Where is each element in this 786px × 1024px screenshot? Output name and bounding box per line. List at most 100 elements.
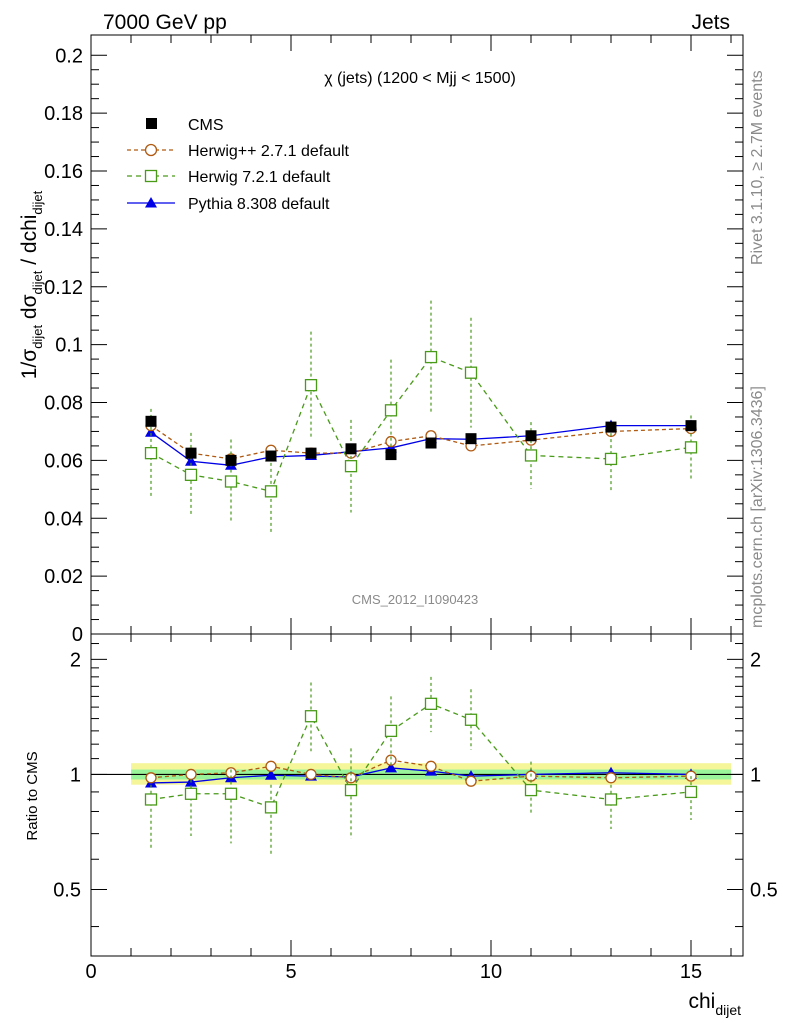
point-herwig-7-2-1-default — [604, 452, 618, 466]
ylabel-sub-1: dijet — [30, 325, 45, 349]
ratio-ytick-label: 0.5 — [53, 880, 81, 902]
ratio-line-pythia-8-308-default — [150, 767, 692, 784]
ratio-point-herwig-2-7-1-default — [185, 768, 197, 781]
ratio-point-herwig-7-2-1-default — [264, 801, 278, 814]
series-herwig-7-2-1-default — [144, 300, 698, 532]
point-pythia-8-308-default — [145, 426, 157, 437]
main-panel: 00.020.040.060.080.10.120.140.160.180.2 … — [18, 34, 744, 646]
ratio-xtick-label: 10 — [480, 961, 502, 983]
point-cms — [525, 430, 537, 442]
point-pythia-8-308-default — [185, 455, 197, 466]
ratio-point-herwig-2-7-1-default — [425, 760, 437, 772]
ratio-xtick-label: 5 — [285, 961, 296, 983]
ylabel-sub-3: dijet — [30, 190, 45, 214]
ratio-point-pythia-8-308-default — [265, 769, 277, 780]
ratio-point-herwig-2-7-1-default — [385, 754, 397, 766]
ylabel-part-1: 1/σ — [18, 349, 41, 380]
point-herwig-7-2-1-default — [464, 366, 478, 379]
main-ytick-label: 0.1 — [55, 335, 83, 357]
ratio-point-herwig-7-2-1-default — [184, 787, 198, 800]
ratio-point-herwig-7-2-1-default — [224, 787, 238, 800]
ratio-point-herwig-7-2-1-default — [344, 783, 358, 797]
ratio-xtick-label: 15 — [680, 961, 702, 983]
ylabel-part-3: / dchi — [18, 215, 41, 271]
point-herwig-7-2-1-default — [184, 468, 198, 481]
main-ytick-label: 0.12 — [44, 277, 83, 299]
ylabel-part-2: dσ — [18, 294, 41, 325]
legend-entry-herwigpp: Herwig++ 2.7.1 default — [127, 143, 350, 160]
ratio-line-herwig-2-7-1-default — [150, 759, 692, 782]
legend-marker-herwig7 — [144, 169, 158, 183]
main-ytick-label: 0.02 — [44, 566, 83, 588]
ylabel-sub-2: dijet — [30, 270, 45, 294]
ratio-point-herwig-2-7-1-default — [605, 772, 617, 784]
ratio-point-herwig-7-2-1-default — [424, 697, 438, 710]
header-left: 7000 GeV pp — [103, 11, 227, 34]
point-cms — [185, 447, 197, 459]
main-ytick-label: 0.16 — [44, 161, 83, 183]
ratio-point-herwig-7-2-1-default — [524, 783, 538, 797]
ratio-point-herwig-7-2-1-default — [384, 724, 398, 738]
main-data-layer — [144, 300, 698, 532]
legend-marker-pythia — [145, 197, 157, 208]
main-ytick-label: 0.14 — [44, 219, 83, 241]
header-right: Jets — [691, 11, 730, 34]
ratio-data-layer — [91, 676, 743, 857]
ratio-point-pythia-8-308-default — [385, 761, 397, 773]
main-ytick-label: 0 — [72, 624, 83, 646]
point-herwig-7-2-1-default — [684, 441, 698, 454]
point-cms — [345, 443, 357, 455]
point-cms — [605, 421, 617, 433]
legend-label-herwigpp: Herwig++ 2.7.1 default — [188, 143, 350, 160]
ratio-ytick-label: 2 — [70, 649, 81, 671]
point-herwig-7-2-1-default — [384, 404, 398, 417]
ratio-point-herwig-2-7-1-default — [265, 760, 277, 772]
ratio-ytick-label-right: 0.5 — [750, 880, 778, 902]
series-line-herwig-2-7-1-default — [150, 425, 692, 460]
main-ylabel: 1/σdijet dσdijet / dchidijet — [18, 190, 45, 379]
ratio-point-herwig-2-7-1-default — [305, 768, 317, 781]
main-ytick-label: 0.08 — [44, 393, 83, 415]
series-cms — [145, 415, 697, 466]
rivet-label: Rivet 3.1.10, ≥ 2.7M events — [749, 70, 766, 265]
legend-marker-cms — [146, 118, 157, 129]
legend-entry-herwig7: Herwig 7.2.1 default — [127, 169, 331, 186]
ratio-xtick-label: 0 — [85, 961, 96, 983]
ratio-point-herwig-7-2-1-default — [144, 793, 158, 806]
ratio-point-herwig-2-7-1-default — [145, 772, 157, 784]
main-ticks: 0 0.02 0.04 0.06 0.08 0.1 0.12 0.14 0.16 0.18 0.2 — [44, 35, 743, 646]
point-herwig-7-2-1-default — [264, 485, 278, 498]
main-ytick-label: 0.04 — [44, 508, 83, 530]
ratio-point-herwig-7-2-1-default — [304, 710, 318, 723]
legend-marker-herwigpp — [144, 143, 158, 157]
legend-entry-pythia: Pythia 8.308 default — [127, 196, 330, 213]
point-cms — [225, 454, 237, 466]
point-cms — [305, 447, 317, 459]
ratio-ylabel: Ratio to CMS — [24, 751, 41, 840]
ratio-series-herwig-7-2-1-default — [144, 676, 698, 857]
main-ytick-label: 0.2 — [55, 45, 83, 67]
point-herwig-7-2-1-default — [524, 449, 538, 462]
point-cms — [145, 415, 157, 427]
ratio-point-herwig-7-2-1-default — [684, 785, 698, 799]
series-line-herwig-7-2-1-default — [150, 356, 692, 493]
ratio-ytick-label-right: 2 — [750, 649, 761, 671]
legend-label-pythia: Pythia 8.308 default — [188, 196, 330, 213]
point-cms — [385, 449, 397, 461]
svg-text:1/σdijet dσdijet / dchidijet: 1/σdijet dσdijet / dchidijet — [18, 190, 45, 379]
point-cms — [425, 437, 437, 449]
point-herwig-7-2-1-default — [304, 378, 318, 392]
point-cms — [265, 450, 277, 462]
legend-entry-cms: CMS — [146, 117, 224, 134]
legend-label-cms: CMS — [188, 117, 224, 134]
ratio-point-herwig-7-2-1-default — [464, 713, 478, 726]
point-cms — [465, 433, 477, 445]
point-herwig-7-2-1-default — [424, 350, 438, 364]
analysis-watermark: CMS_2012_I1090423 — [352, 592, 479, 607]
point-cms — [685, 420, 697, 432]
ratio-ytick-label-right: 1 — [750, 764, 761, 786]
ratio-line-herwig-7-2-1-default — [150, 703, 692, 809]
x-axis-label: chidijet — [688, 990, 741, 1018]
main-ytick-label: 0.06 — [44, 450, 83, 472]
